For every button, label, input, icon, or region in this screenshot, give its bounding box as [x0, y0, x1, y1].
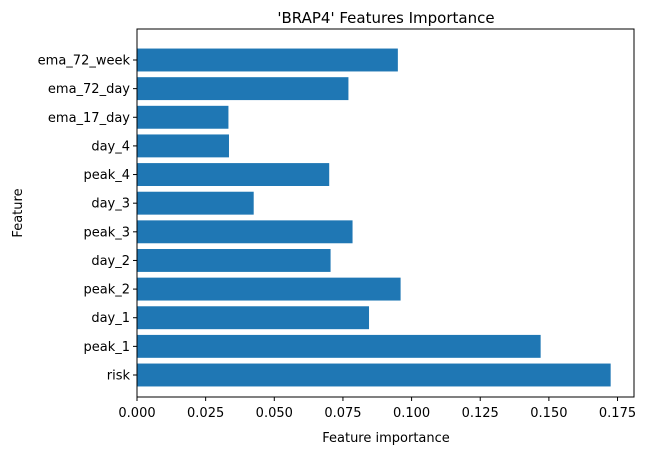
y-tick-label: risk: [107, 369, 131, 384]
y-axis-label: Feature: [11, 188, 26, 237]
bar-peak-1: [137, 334, 541, 358]
y-tick-label: day_1: [91, 311, 130, 326]
x-tick-label: 0.100: [393, 406, 430, 421]
y-tick-label: ema_72_week: [38, 54, 131, 69]
x-tick-label: 0.050: [256, 406, 293, 421]
bars-group: [137, 48, 611, 387]
bar-day-3: [137, 191, 254, 215]
x-tick-label: 0.150: [530, 406, 567, 421]
y-tick-label: ema_72_day: [48, 82, 130, 97]
x-tick-label: 0.125: [462, 406, 499, 421]
bar-ema-72-week: [137, 48, 398, 72]
x-tick-label: 0.000: [118, 406, 155, 421]
bar-peak-4: [137, 163, 330, 186]
y-tick-label: day_4: [91, 139, 130, 154]
bar-risk: [137, 363, 611, 387]
bar-ema-72-day: [137, 77, 349, 101]
bar-day-4: [137, 134, 229, 158]
y-axis: risk peak_1 day_1 peak_2 day_2 peak_3 day_3 pea…: [38, 54, 137, 384]
x-tick-label: 0.025: [187, 406, 224, 421]
y-tick-label: day_3: [91, 197, 130, 212]
bar-day-1: [137, 306, 370, 330]
y-tick-label: peak_3: [83, 225, 130, 240]
x-axis: 0.000 0.025 0.050 0.075 0.100 0.125 0.150 0.175: [118, 397, 636, 421]
y-tick-label: peak_1: [83, 340, 130, 355]
bar-peak-2: [137, 277, 401, 301]
bar-ema-17-day: [137, 105, 229, 129]
plot-frame: [136, 28, 635, 398]
x-tick-label: 0.075: [324, 406, 361, 421]
chart-title: 'BRAP4' Features Importance: [277, 9, 494, 27]
y-tick-label: peak_2: [83, 283, 130, 298]
y-tick-label: ema_17_day: [48, 111, 130, 126]
bar-day-2: [137, 249, 331, 272]
x-tick-label: 0.175: [599, 406, 636, 421]
bar-peak-3: [137, 220, 353, 244]
y-tick-label: day_2: [91, 254, 130, 269]
y-tick-label: peak_4: [83, 168, 130, 183]
x-axis-label: Feature importance: [322, 431, 450, 446]
